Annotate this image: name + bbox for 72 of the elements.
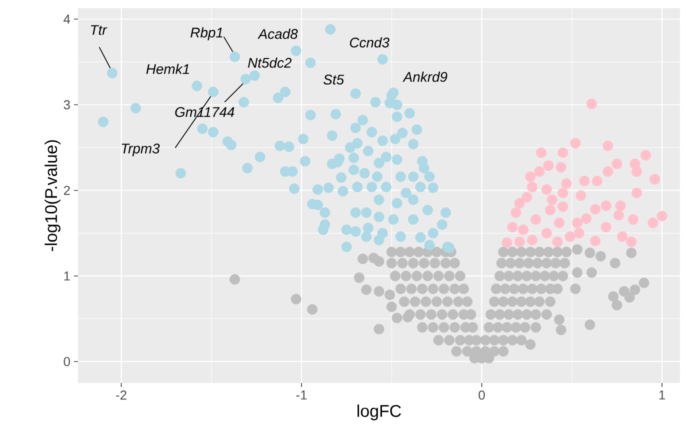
point (541, 184, 552, 195)
point (576, 190, 586, 201)
annotation: Hemk1 (146, 64, 189, 74)
point (534, 166, 545, 177)
x-tick-label: 0 (478, 390, 485, 400)
point (558, 201, 568, 212)
point (590, 204, 601, 214)
point (510, 207, 522, 218)
point (628, 214, 638, 225)
point (617, 231, 628, 242)
point (541, 228, 552, 238)
annotation: Trpm3 (122, 144, 160, 156)
point (579, 176, 590, 186)
point (561, 178, 572, 189)
point (546, 194, 558, 206)
point (592, 176, 602, 186)
point (572, 218, 583, 228)
annotation: Nt5dc2 (248, 58, 292, 68)
point (656, 210, 668, 222)
y-tick-label: 0 (64, 357, 70, 366)
point (552, 236, 563, 247)
point (522, 192, 532, 202)
point (514, 198, 525, 208)
point (586, 98, 597, 110)
point (632, 166, 642, 177)
point (613, 210, 624, 220)
annotation: Rbp1 (190, 27, 222, 40)
point (536, 147, 546, 158)
point (564, 231, 576, 242)
point (558, 147, 568, 158)
annotation: Acad8 (258, 28, 298, 39)
x-tick-label: 1 (659, 390, 665, 400)
point (570, 138, 581, 149)
x-tick-label: -1 (296, 390, 307, 400)
point (507, 222, 518, 232)
y-axis-title: -log10(P.value) (44, 140, 60, 252)
annotation: Ankrd9 (402, 72, 448, 82)
point (526, 182, 538, 192)
point (544, 204, 556, 216)
point (502, 237, 512, 248)
point (600, 222, 612, 232)
point (648, 218, 658, 228)
x-tick-label: -2 (116, 390, 126, 400)
point (518, 224, 528, 235)
y-tick-label: 2 (64, 186, 70, 195)
point (602, 166, 614, 177)
point (574, 228, 584, 238)
point (590, 236, 601, 246)
y-tick-label: 4 (64, 14, 70, 24)
point (543, 160, 554, 171)
point (558, 188, 568, 198)
y-tick-label: 3 (64, 100, 70, 110)
point (600, 200, 612, 212)
point (602, 140, 614, 152)
x-axis-title: logFC (358, 404, 401, 420)
annotation: Ttr (90, 25, 108, 35)
point (554, 218, 564, 228)
point (640, 150, 652, 161)
annotation: St5 (323, 74, 344, 85)
point (514, 236, 525, 247)
annotation: Ccnd3 (350, 37, 390, 48)
point (632, 188, 642, 198)
point (581, 213, 592, 224)
point (526, 234, 538, 246)
point (556, 162, 566, 172)
point (612, 158, 622, 170)
point (626, 236, 637, 247)
point (525, 171, 536, 182)
point (615, 200, 626, 212)
y-tick-label: 1 (64, 272, 70, 280)
point (650, 174, 660, 184)
point (530, 214, 542, 225)
